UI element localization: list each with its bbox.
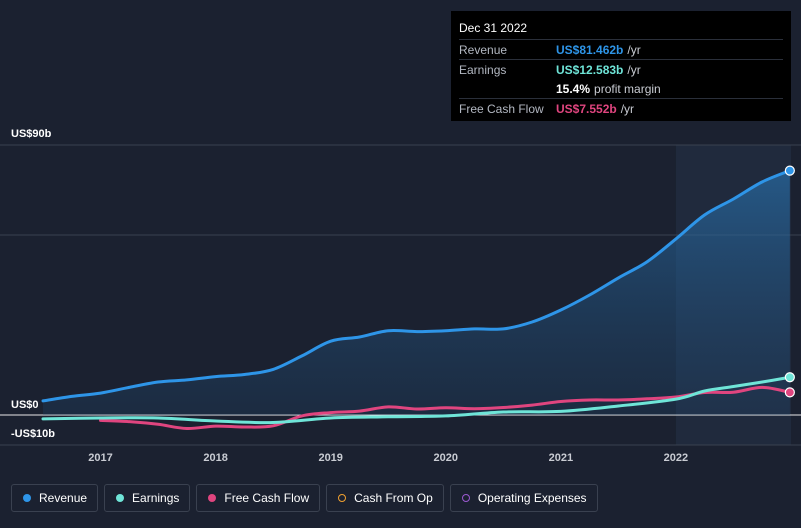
legend-dot-icon <box>338 494 347 502</box>
legend-dot-icon <box>208 494 217 502</box>
legend-item-revenue[interactable]: Revenue <box>11 484 99 512</box>
legend-item-cash-from-op[interactable]: Cash From Op <box>326 484 444 512</box>
legend-item-operating-expenses[interactable]: Operating Expenses <box>449 484 598 512</box>
legend-item-free-cash-flow[interactable]: Free Cash Flow <box>196 484 321 512</box>
tooltip-row: Free Cash Flow US$7.552b/yr <box>459 98 783 118</box>
x-tick-label: 2022 <box>663 452 689 464</box>
legend-label: Cash From Op <box>354 491 433 505</box>
legend-dot-icon <box>23 494 31 502</box>
legend: Revenue Earnings Free Cash Flow Cash From O… <box>11 484 598 512</box>
tooltip-row-unit: profit margin <box>594 81 661 96</box>
y-tick-label: -US$10b <box>11 428 56 440</box>
tooltip-row-value: US$7.552b <box>556 101 617 116</box>
legend-label: Free Cash Flow <box>224 491 310 505</box>
series-line-free-cash-flow <box>99 385 792 431</box>
legend-dot-icon <box>461 494 470 502</box>
legend-label: Earnings <box>132 491 180 505</box>
tooltip-date: Dec 31 2022 <box>459 21 528 35</box>
legend-dot-icon <box>116 494 125 502</box>
y-tick-label: US$0 <box>11 399 39 411</box>
tooltip-row-label: Earnings <box>459 62 507 77</box>
tooltip-row-label: Revenue <box>459 42 508 57</box>
tooltip-row-value: US$81.462b <box>556 42 624 57</box>
series-line-revenue <box>41 169 792 403</box>
tooltip: Dec 31 2022 Revenue US$81.462b/yr Earnings… <box>451 11 791 121</box>
tooltip-row-value: 15.4% <box>556 81 591 96</box>
legend-label: Revenue <box>39 491 88 505</box>
x-tick-label: 2021 <box>548 452 574 464</box>
tooltip-row: Revenue US$81.462b/yr <box>459 39 783 59</box>
endpoint-free-cash-flow <box>784 387 795 398</box>
series-area-revenue <box>43 170 790 415</box>
y-tick-label: US$90b <box>11 128 52 140</box>
tooltip-row-unit: /yr <box>627 42 641 57</box>
series-line-earnings <box>41 375 792 425</box>
legend-label: Operating Expenses <box>477 491 587 505</box>
x-tick-label: 2017 <box>88 452 113 464</box>
x-tick-label: 2019 <box>318 452 343 464</box>
x-tick-label: 2020 <box>433 452 459 464</box>
tooltip-row: Earnings US$12.583b/yr <box>459 59 783 79</box>
tooltip-row: 15.4% profit margin <box>459 79 783 98</box>
endpoint-revenue <box>784 165 795 176</box>
tooltip-row-unit: /yr <box>627 62 641 77</box>
tooltip-row-label: Free Cash Flow <box>459 101 544 116</box>
legend-item-earnings[interactable]: Earnings <box>104 484 191 512</box>
x-tick-label: 2018 <box>203 452 228 464</box>
tooltip-row-unit: /yr <box>620 101 635 116</box>
endpoint-earnings <box>784 372 795 383</box>
tooltip-row-value: US$12.583b <box>556 62 624 77</box>
